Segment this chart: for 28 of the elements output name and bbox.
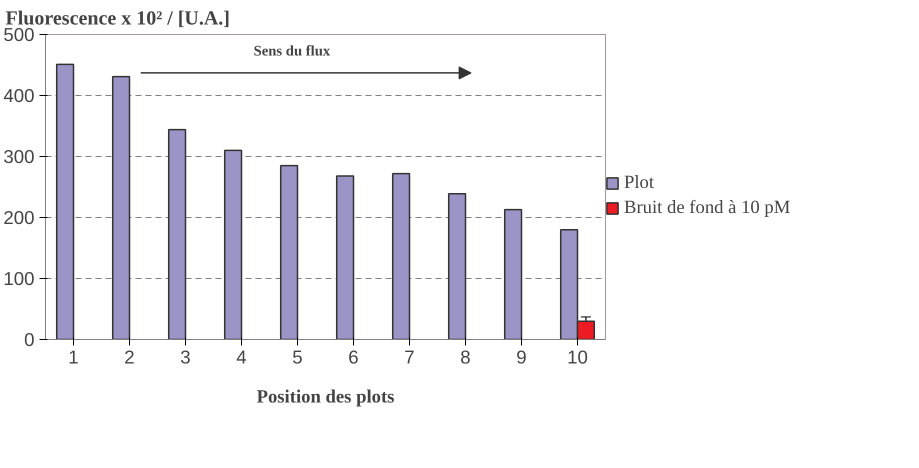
x-tick-label: 1 [68, 346, 79, 368]
bar [224, 150, 242, 340]
y-tick-label: 400 [3, 85, 35, 106]
x-tick-label: 7 [404, 346, 415, 368]
x-tick-label: 9 [516, 346, 527, 368]
bar [448, 192, 466, 340]
y-tick-label: 100 [3, 268, 35, 289]
bar [112, 76, 130, 340]
bar [56, 64, 74, 340]
legend-label: Bruit de fond à 10 pM [624, 197, 790, 219]
bar [168, 128, 186, 340]
bar [504, 208, 522, 340]
x-tick-label: 4 [236, 346, 247, 368]
y-tick-label: 300 [3, 146, 35, 167]
x-tick-label: 6 [348, 346, 359, 368]
annotation: Sens du flux [254, 44, 331, 60]
x-axis-title: Position des plots [256, 386, 394, 408]
y-tick-label: 0 [24, 329, 35, 350]
bar [280, 164, 298, 340]
bar [392, 172, 410, 340]
x-tick-label: 5 [292, 346, 303, 368]
x-tick-label: 3 [180, 346, 191, 368]
x-tick-label: 10 [567, 346, 588, 368]
y-tick-label: 200 [3, 207, 35, 228]
legend-label: Plot [624, 172, 654, 194]
x-tick-label: 8 [460, 346, 471, 368]
bar [336, 175, 354, 340]
x-tick-label: 2 [124, 346, 135, 368]
